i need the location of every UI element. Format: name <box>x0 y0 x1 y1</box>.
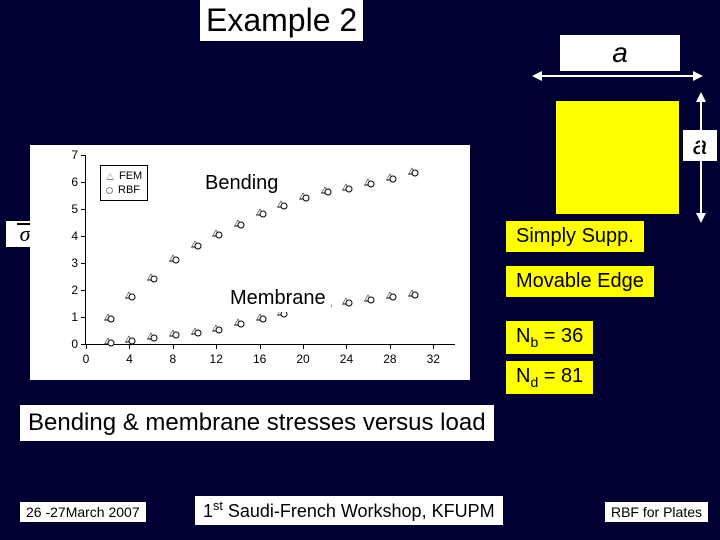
chart-legend: FEM RBF <box>100 165 148 201</box>
nb-prefix: N <box>516 325 530 347</box>
x-tick-label: 8 <box>169 352 176 366</box>
nd-prefix: N <box>516 365 530 387</box>
nb-box: Nb = 36 <box>505 320 594 355</box>
stress-load-chart: 01234567048121620242832 FEM RBF Bending … <box>30 145 470 380</box>
data-point-rbf <box>107 316 114 323</box>
sigma-char: σ <box>20 221 31 246</box>
data-point-rbf <box>389 294 396 301</box>
footer-center-pre: 1 <box>203 501 213 521</box>
data-point-rbf <box>237 321 244 328</box>
nb-eq: = 36 <box>538 325 583 347</box>
data-point-rbf <box>194 243 201 250</box>
x-tick-label: 0 <box>83 352 90 366</box>
y-tick-label: 2 <box>56 283 78 297</box>
dimension-a-right-arrow <box>700 100 702 215</box>
x-tick-label: 12 <box>210 352 223 366</box>
x-tick-label: 24 <box>340 352 353 366</box>
support-condition-box: Simply Supp. <box>505 220 645 253</box>
data-point-rbf <box>129 337 136 344</box>
data-point-rbf <box>216 326 223 333</box>
circle-marker-icon <box>106 187 113 194</box>
y-tick-label: 3 <box>56 256 78 270</box>
dimension-a-top-arrow <box>540 75 695 77</box>
legend-rbf: RBF <box>106 183 142 197</box>
footer-date: 26 -27March 2007 <box>20 502 146 522</box>
data-point-rbf <box>172 332 179 339</box>
slide-caption: Bending & membrane stresses versus load <box>20 405 494 441</box>
dimension-a-top-label: a <box>560 35 680 71</box>
y-tick-label: 4 <box>56 229 78 243</box>
bending-annotation: Bending <box>200 170 283 197</box>
data-point-rbf <box>303 194 310 201</box>
data-point-rbf <box>259 316 266 323</box>
footer-topic: RBF for Plates <box>605 502 708 522</box>
data-point-rbf <box>368 297 375 304</box>
y-tick-label: 0 <box>56 337 78 351</box>
legend-fem: FEM <box>106 169 142 183</box>
data-point-rbf <box>411 291 418 298</box>
nd-box: Nd = 81 <box>505 360 594 395</box>
data-point-rbf <box>107 340 114 347</box>
x-tick-label: 16 <box>253 352 266 366</box>
slide-title: Example 2 <box>200 0 363 41</box>
nd-eq: = 81 <box>538 365 583 387</box>
footer-event: 1st Saudi-French Workshop, KFUPM <box>195 496 503 525</box>
y-tick-label: 1 <box>56 310 78 324</box>
data-point-rbf <box>151 334 158 341</box>
edge-condition-box: Movable Edge <box>505 265 655 298</box>
data-point-rbf <box>237 221 244 228</box>
y-tick-label: 6 <box>56 175 78 189</box>
legend-fem-label: FEM <box>119 170 142 182</box>
footer-center-post: Saudi-French Workshop, KFUPM <box>223 501 495 521</box>
footer-center-sup: st <box>213 499 223 513</box>
data-point-rbf <box>411 170 418 177</box>
data-point-rbf <box>194 329 201 336</box>
x-tick-label: 28 <box>383 352 396 366</box>
data-point-rbf <box>281 202 288 209</box>
x-tick-label: 20 <box>296 352 309 366</box>
data-point-rbf <box>324 189 331 196</box>
data-point-rbf <box>172 256 179 263</box>
data-point-rbf <box>346 299 353 306</box>
triangle-marker-icon <box>106 173 114 180</box>
data-point-rbf <box>151 275 158 282</box>
membrane-annotation: Membrane <box>225 285 331 312</box>
data-point-rbf <box>216 232 223 239</box>
data-point-rbf <box>129 294 136 301</box>
plate-square <box>555 100 680 215</box>
x-tick-label: 4 <box>126 352 133 366</box>
data-point-rbf <box>368 181 375 188</box>
legend-rbf-label: RBF <box>118 184 140 196</box>
data-point-rbf <box>389 175 396 182</box>
y-tick-label: 5 <box>56 202 78 216</box>
data-point-rbf <box>259 210 266 217</box>
y-tick-label: 7 <box>56 148 78 162</box>
x-tick-label: 32 <box>427 352 440 366</box>
data-point-rbf <box>346 186 353 193</box>
